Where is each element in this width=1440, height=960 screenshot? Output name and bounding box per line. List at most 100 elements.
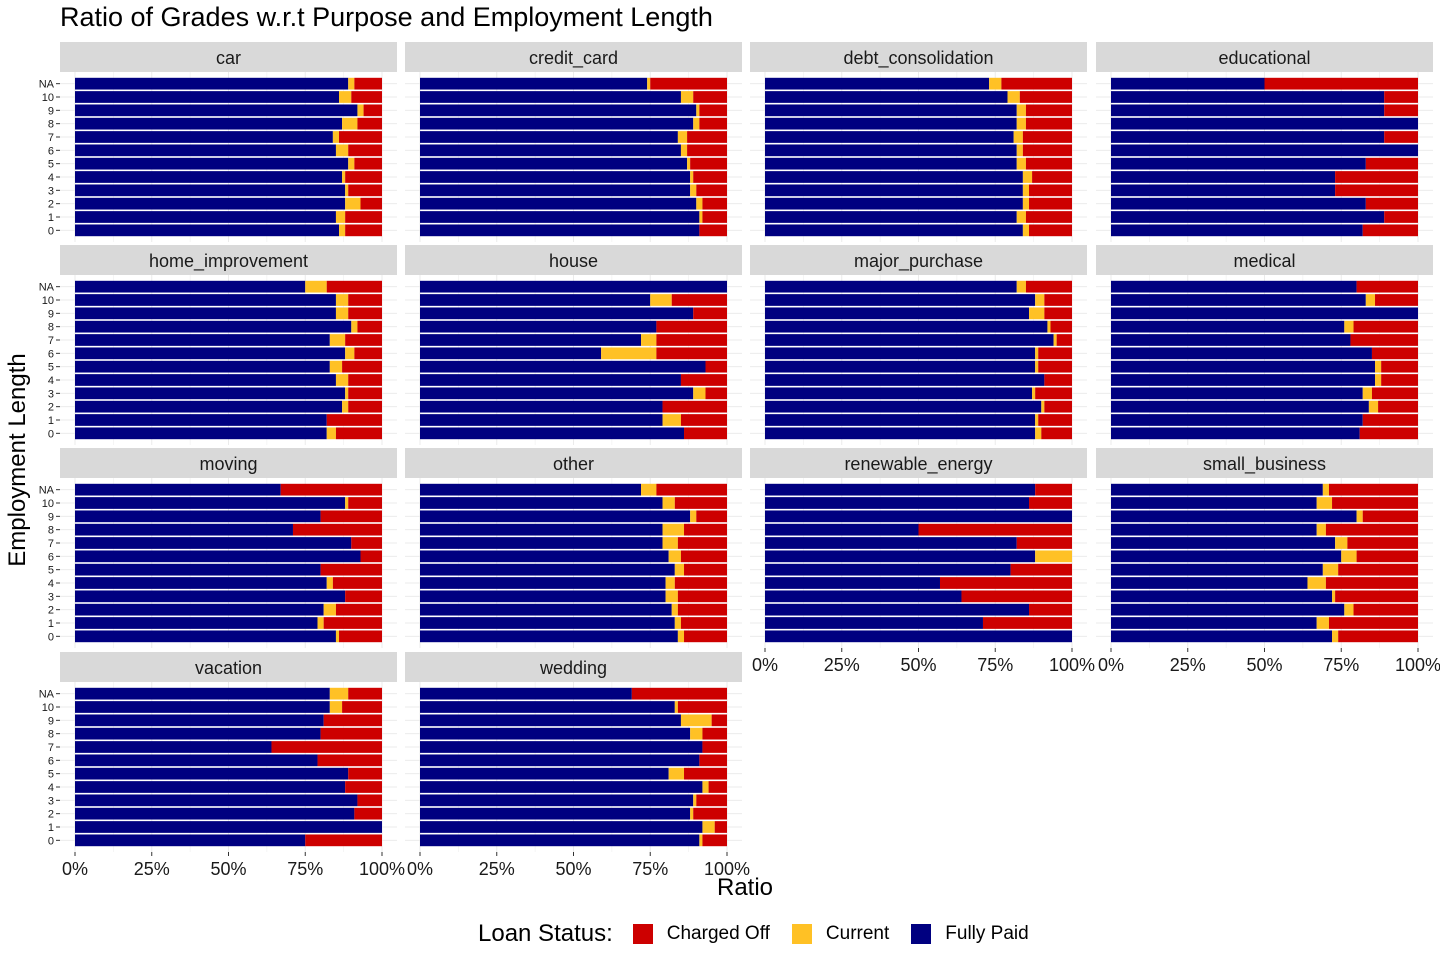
bar-current xyxy=(668,550,681,563)
y-tick-label: 2 xyxy=(48,199,54,211)
bar-charged-off xyxy=(345,211,382,223)
bar-current xyxy=(1022,171,1033,183)
facet-label-other: other xyxy=(553,454,594,474)
bar-fully-paid xyxy=(765,347,1036,360)
bar-fully-paid xyxy=(75,510,321,523)
bar-charged-off xyxy=(1050,320,1072,333)
bar-current xyxy=(690,807,694,820)
bar-fully-paid xyxy=(1111,590,1333,603)
y-axis-title: Employment Length xyxy=(4,353,31,567)
bar-current xyxy=(342,117,358,130)
x-tick-label: 100% xyxy=(1049,655,1095,675)
bar-charged-off xyxy=(677,537,727,549)
bar-charged-off xyxy=(1381,360,1418,373)
bar-charged-off xyxy=(690,157,727,170)
y-tick-label: 7 xyxy=(48,335,54,347)
bar-fully-paid xyxy=(75,834,306,847)
bar-charged-off xyxy=(320,727,382,740)
bar-fully-paid xyxy=(765,131,1014,143)
bar-fully-paid xyxy=(1111,360,1376,373)
x-tick-label: 75% xyxy=(1323,655,1359,675)
bar-charged-off xyxy=(1381,374,1418,386)
bar-fully-paid xyxy=(765,77,990,90)
bar-charged-off xyxy=(342,360,382,373)
bar-fully-paid xyxy=(1111,617,1317,629)
bar-current xyxy=(345,184,349,197)
bar-charged-off xyxy=(1044,400,1072,413)
y-tick-label: NA xyxy=(39,282,55,294)
x-tick-label: 100% xyxy=(1395,655,1440,675)
y-tick-label: 7 xyxy=(48,132,54,144)
bar-fully-paid xyxy=(75,727,321,740)
bar-fully-paid xyxy=(75,307,336,320)
bar-fully-paid xyxy=(75,617,318,629)
bar-charged-off xyxy=(1350,334,1418,346)
bar-fully-paid xyxy=(420,714,681,727)
bar-fully-paid xyxy=(1111,510,1357,523)
y-tick-label: NA xyxy=(39,485,55,497)
bar-current xyxy=(696,104,700,117)
bar-fully-paid xyxy=(765,550,1036,563)
bar-fully-paid xyxy=(1111,184,1336,197)
facet-strip-moving xyxy=(60,448,397,478)
bar-charged-off xyxy=(677,603,727,616)
y-tick-label: 8 xyxy=(48,119,54,131)
bar-charged-off xyxy=(345,224,382,237)
bar-current xyxy=(335,294,349,306)
bar-current xyxy=(662,497,675,509)
bar-charged-off xyxy=(354,77,382,90)
bar-fully-paid xyxy=(765,224,1023,237)
bar-fully-paid xyxy=(75,741,272,753)
y-tick-label: 8 xyxy=(48,729,54,741)
facet-label-house: house xyxy=(549,251,598,271)
bar-fully-paid xyxy=(420,617,675,629)
bar-fully-paid xyxy=(420,131,678,143)
x-tick-label: 75% xyxy=(977,655,1013,675)
bar-charged-off xyxy=(345,781,382,793)
bar-fully-paid xyxy=(75,483,281,496)
bar-charged-off xyxy=(360,197,382,210)
legend-key-charged-off xyxy=(632,924,653,944)
bar-charged-off xyxy=(1325,523,1418,536)
bar-charged-off xyxy=(335,603,382,616)
bar-charged-off xyxy=(1356,550,1418,563)
bar-charged-off xyxy=(1362,414,1418,426)
y-tick-label: 9 xyxy=(48,308,54,320)
bar-fully-paid xyxy=(420,197,697,210)
bar-fully-paid xyxy=(765,414,1036,426)
facet-label-credit-card: credit_card xyxy=(529,48,618,69)
y-tick-label: 2 xyxy=(48,605,54,617)
bar-fully-paid xyxy=(1111,197,1366,210)
bar-charged-off xyxy=(674,497,727,509)
x-tick-label: 50% xyxy=(900,655,936,675)
bar-charged-off xyxy=(1365,197,1418,210)
facet-label-major-purchase: major_purchase xyxy=(854,251,983,272)
bar-fully-paid xyxy=(765,294,1036,306)
bar-fully-paid xyxy=(765,497,1030,509)
bar-charged-off xyxy=(342,701,382,713)
y-tick-label: NA xyxy=(39,689,55,701)
bar-fully-paid xyxy=(75,184,346,197)
bar-fully-paid xyxy=(1111,563,1323,576)
bar-charged-off xyxy=(335,427,382,440)
bar-charged-off xyxy=(1371,347,1418,360)
bar-current xyxy=(641,334,657,346)
bar-current xyxy=(1322,483,1329,496)
bar-current xyxy=(1016,280,1026,293)
bar-charged-off xyxy=(702,741,727,753)
bar-current xyxy=(329,701,343,713)
bar-current xyxy=(1007,91,1020,103)
bar-fully-paid xyxy=(420,334,642,346)
bar-charged-off xyxy=(320,563,382,576)
bar-charged-off xyxy=(363,104,382,117)
y-tick-label: 6 xyxy=(48,348,54,360)
bar-current xyxy=(1022,224,1030,237)
bar-fully-paid xyxy=(1111,144,1418,157)
bar-current xyxy=(650,294,672,306)
bar-charged-off xyxy=(1035,483,1072,496)
bar-fully-paid xyxy=(420,280,727,293)
bar-fully-paid xyxy=(75,427,327,440)
bar-current xyxy=(687,157,691,170)
bar-charged-off xyxy=(699,117,727,130)
facet-strip-house xyxy=(405,245,742,275)
